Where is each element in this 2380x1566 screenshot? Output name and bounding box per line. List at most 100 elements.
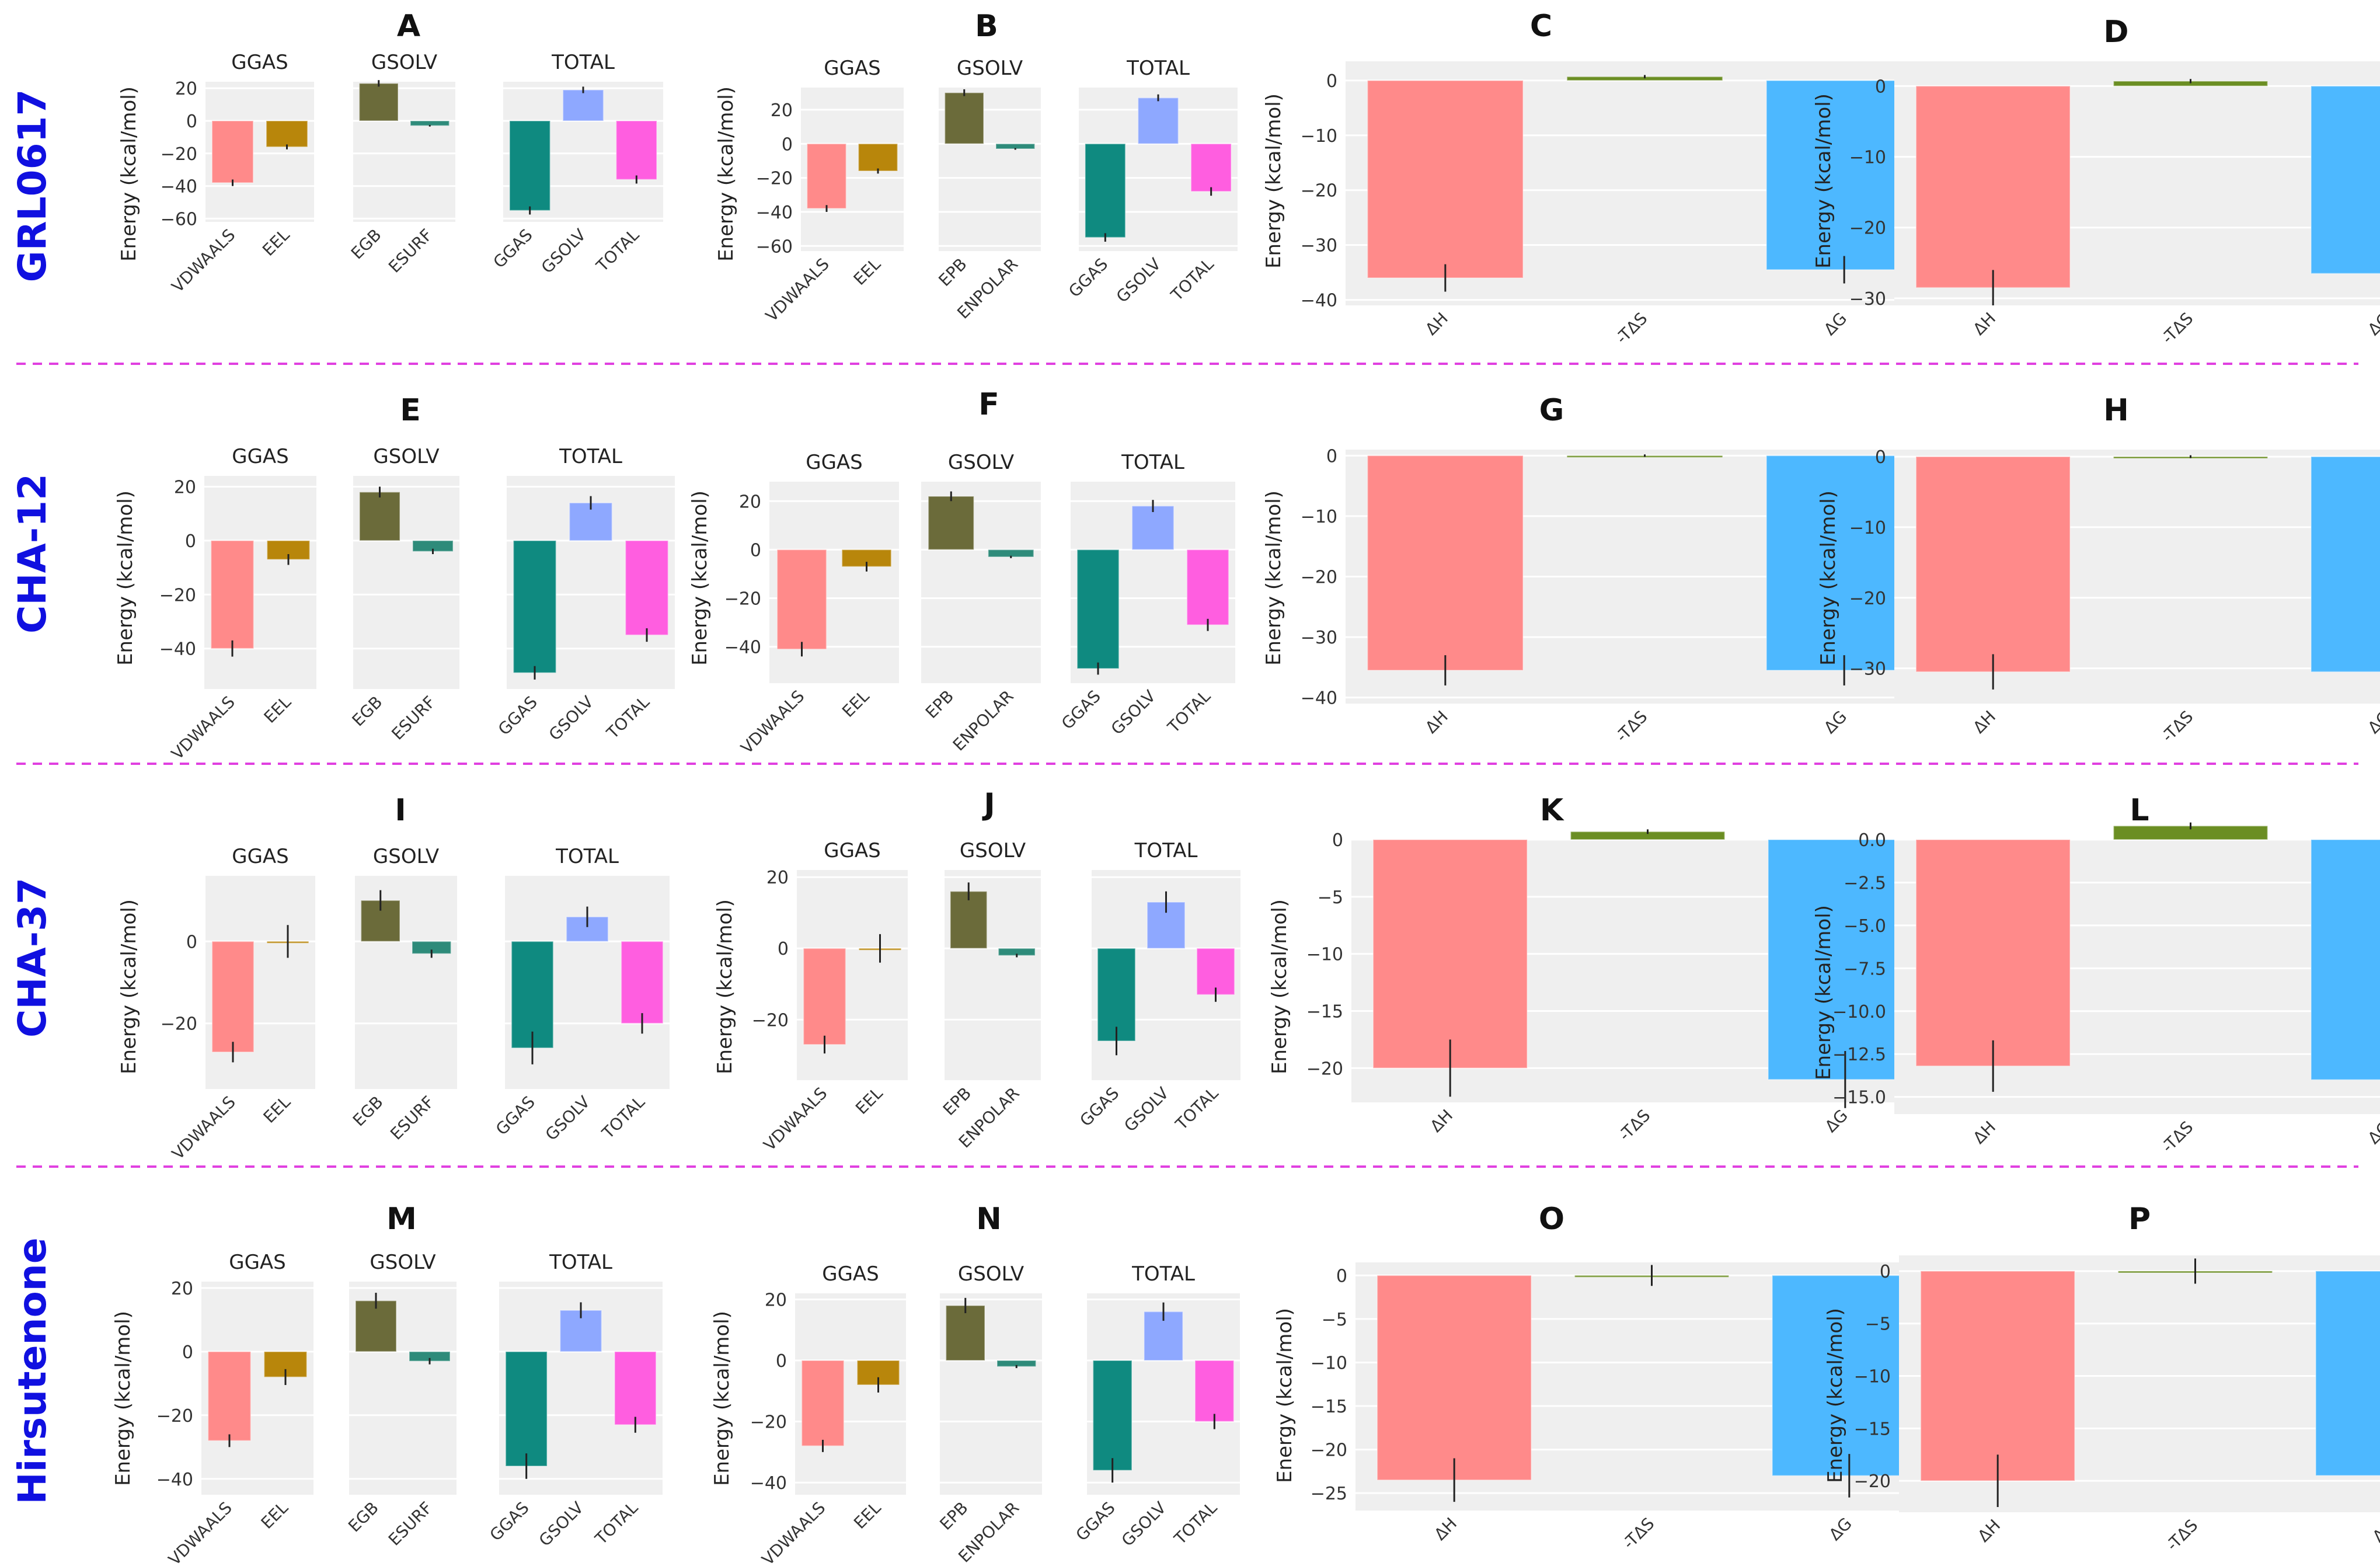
chart-n: N Energy (kcal/mol) −40 −20 0 20 GGAS VDWAALS EE… bbox=[710, 1202, 1240, 1566]
y-tick-label: −20 bbox=[1306, 1059, 1343, 1079]
y-tick-label: 20 bbox=[171, 1279, 193, 1299]
subpanel-thermo: −40 −30 −20 −10 0 ΔH -TΔS ΔG bbox=[1301, 446, 1944, 746]
x-tick-label: GGAS bbox=[494, 692, 541, 739]
y-tick-label: 0 bbox=[1326, 446, 1337, 467]
subpanel-gsolv: GSOLV EGB ESURF bbox=[344, 1251, 457, 1550]
panel-letter: B bbox=[975, 9, 998, 44]
subpanel-thermo: −15.0 −12.5 −10.0 −7.5 −5.0 −2.5 0.0 ΔH -TΔS ΔG bbox=[1832, 822, 2380, 1157]
bar-dh bbox=[1372, 839, 1528, 1069]
subpanel-gsolv: GSOLV EGB ESURF bbox=[349, 445, 459, 744]
x-tick-label: EEL bbox=[260, 692, 295, 727]
y-tick-label: −2.5 bbox=[1844, 873, 1886, 893]
subpanel-thermo: −30 −20 −10 0 ΔH -TΔS ΔG bbox=[1849, 61, 2380, 347]
bar-ggas bbox=[505, 1351, 548, 1467]
panel-letter: P bbox=[2128, 1202, 2151, 1237]
y-tick-label: −40 bbox=[159, 639, 196, 660]
y-tick-label: −5 bbox=[1318, 888, 1343, 908]
panel-letter: I bbox=[395, 793, 406, 828]
y-tick-label: −10 bbox=[1854, 1367, 1891, 1387]
bar-total bbox=[1194, 1360, 1235, 1422]
y-tick-label: −40 bbox=[756, 203, 793, 223]
x-tick-label: ΔG bbox=[1820, 309, 1851, 339]
subpanel-title: TOTAL bbox=[555, 845, 619, 868]
bar-dh bbox=[1915, 456, 2071, 673]
y-tick-label: 0 bbox=[782, 134, 793, 155]
subpanel-title: TOTAL bbox=[1121, 451, 1184, 474]
bar-gsolv bbox=[1131, 505, 1175, 551]
y-tick-label: 0 bbox=[186, 112, 197, 132]
bar-eel bbox=[266, 120, 308, 148]
x-tick-label: EGB bbox=[344, 1498, 382, 1536]
y-tick-label: −15 bbox=[1306, 1001, 1343, 1022]
bar-dg bbox=[2310, 456, 2380, 673]
x-tick-label: GGAS bbox=[489, 225, 536, 272]
chart-h: H Energy (kcal/mol) −30 −20 −10 0 ΔH -TΔS ΔG bbox=[1817, 393, 2380, 746]
bar-vdwaals bbox=[211, 941, 255, 1053]
y-tick-label: −40 bbox=[1301, 291, 1337, 311]
y-tick-label: 0 bbox=[1332, 830, 1343, 851]
y-tick-label: 0.0 bbox=[1858, 830, 1886, 851]
x-tick-label: ΔG bbox=[1820, 707, 1851, 737]
subpanel-ggas: −20 0 GGAS VDWAALS EEL bbox=[161, 845, 315, 1163]
y-tick-label: −10 bbox=[1301, 126, 1337, 147]
bar-ggas bbox=[1097, 948, 1136, 1042]
x-tick-label: TOTAL bbox=[598, 1092, 649, 1143]
row-label-cha12: CHA-12 bbox=[10, 474, 55, 634]
chart-m: M Energy (kcal/mol) −40 −20 0 20 GGAS VDWAALS EE… bbox=[111, 1202, 663, 1566]
bar-egb bbox=[360, 900, 400, 942]
subpanel-title: GGAS bbox=[232, 845, 289, 868]
chart-b: B Energy (kcal/mol) −60 −40 −20 0 20 GGAS VDWAAL… bbox=[715, 9, 1238, 325]
x-tick-label: GSOLV bbox=[1120, 1084, 1172, 1136]
x-tick-label: ESURF bbox=[386, 1092, 438, 1144]
x-tick-label: VDWAALS bbox=[168, 1092, 239, 1164]
bar-vdwaals bbox=[806, 143, 847, 210]
x-tick-label: VDWAALS bbox=[760, 1084, 831, 1155]
y-tick-label: −40 bbox=[161, 177, 197, 197]
y-axis-label: Energy (kcal/mol) bbox=[710, 1311, 734, 1486]
chart-p: P Energy (kcal/mol) −20 −15 −10 −5 0 ΔH -TΔS ΔG bbox=[1824, 1202, 2380, 1554]
x-tick-label: ΔH bbox=[1430, 1514, 1461, 1544]
y-tick-label: 0 bbox=[778, 939, 789, 959]
panel-letter: M bbox=[386, 1202, 417, 1237]
subpanel-title: GSOLV bbox=[948, 451, 1014, 474]
bar-epb bbox=[944, 92, 984, 145]
row-label-hirsutenone: Hirsutenone bbox=[10, 1237, 55, 1504]
x-tick-label: -TΔS bbox=[2158, 309, 2197, 348]
bar-total bbox=[615, 120, 658, 180]
x-tick-label: -TΔS bbox=[2158, 707, 2197, 746]
row-label-cha37: CHA-37 bbox=[10, 878, 55, 1038]
x-tick-label: ΔH bbox=[1421, 707, 1452, 737]
bar-total bbox=[625, 540, 669, 636]
y-tick-label: 20 bbox=[766, 868, 789, 888]
x-tick-label: -TΔS bbox=[2158, 1118, 2197, 1157]
subpanel-thermo: −20 −15 −10 −5 0 ΔH -TΔS ΔG bbox=[1854, 1255, 2380, 1554]
row-label-grl0617: GRL0617 bbox=[10, 89, 55, 283]
chart-e: E Energy (kcal/mol) −40 −20 0 20 GGAS VDWAALS EE… bbox=[114, 393, 675, 763]
x-tick-label: ΔH bbox=[1969, 707, 1999, 737]
panel-letter: A bbox=[397, 9, 420, 44]
x-tick-label: ESURF bbox=[385, 1498, 436, 1550]
y-tick-label: −10 bbox=[1306, 945, 1343, 965]
x-tick-label: GGAS bbox=[492, 1092, 539, 1139]
x-tick-label: ΔH bbox=[1974, 1516, 2004, 1546]
bar-total bbox=[1196, 948, 1235, 996]
bar-dh bbox=[1915, 839, 2071, 1067]
x-tick-label: GGAS bbox=[1072, 1498, 1118, 1545]
bar-ggas bbox=[1084, 143, 1126, 238]
panel-letter: H bbox=[2103, 393, 2129, 428]
y-axis-label: Energy (kcal/mol) bbox=[1262, 490, 1285, 666]
subpanel-title: GGAS bbox=[824, 57, 881, 80]
x-tick-label: TOTAL bbox=[1167, 254, 1218, 305]
x-tick-label: EEL bbox=[850, 254, 885, 289]
y-tick-label: −20 bbox=[159, 585, 196, 605]
panel-letter: K bbox=[1540, 793, 1564, 828]
y-tick-label: 0 bbox=[1875, 76, 1886, 97]
subpanel-title: GSOLV bbox=[371, 51, 437, 74]
subpanel-thermo: −40 −30 −20 −10 0 ΔH -TΔS ΔG bbox=[1301, 61, 1944, 347]
bar-dh bbox=[1377, 1275, 1532, 1481]
bar-dh bbox=[1915, 85, 2071, 288]
